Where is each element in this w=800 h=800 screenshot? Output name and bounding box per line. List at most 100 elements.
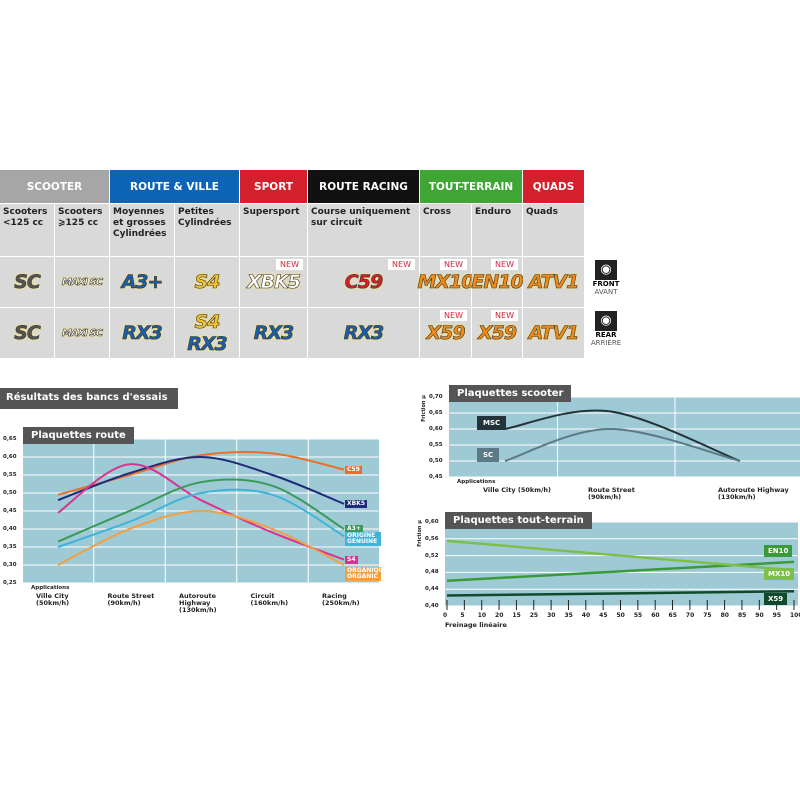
y-tick-label: 0,65 xyxy=(3,436,17,442)
x-axis-label: Applications xyxy=(457,479,496,485)
front-wheel-icon: ◉ xyxy=(595,260,617,280)
x-tick-label: 65 xyxy=(668,612,677,619)
x-tick-label: 45 xyxy=(599,612,608,619)
product-logo: MX10 xyxy=(417,271,475,294)
rear-product: S4 RX3 xyxy=(175,308,240,358)
y-tick-label: 0,44 xyxy=(425,586,439,593)
x-tick-label: 5 xyxy=(460,612,465,619)
y-tick-label: 0,60 xyxy=(429,426,443,432)
column-description: Scooters <125 cc xyxy=(0,204,55,256)
series-line-1 xyxy=(446,539,795,572)
new-badge: NEW xyxy=(440,310,467,321)
plot-area xyxy=(449,397,800,477)
category-header: ROUTE & VILLE xyxy=(110,170,239,203)
front-product: NEW XBK5 xyxy=(240,257,308,307)
new-badge: NEW xyxy=(440,259,467,270)
badge-label: REAR xyxy=(595,331,617,339)
product-logo: SC xyxy=(14,271,41,294)
series-label: X59 xyxy=(764,593,788,605)
x-tick-label: 30 xyxy=(547,612,556,619)
y-tick-label: 0,40 xyxy=(425,603,439,609)
series-line-5 xyxy=(57,509,345,566)
x-tick-label: 55 xyxy=(633,612,643,619)
y-axis-label: Friction µ xyxy=(420,395,427,422)
x-category-label: Ville City (50km/h) xyxy=(36,592,70,607)
rear-wheel-icon: ◉ xyxy=(595,311,617,331)
column-description: Quads xyxy=(523,204,585,256)
product-logo: S4 xyxy=(194,311,221,334)
x-axis-label: Freinage linéaire xyxy=(445,621,507,629)
y-tick-label: 0,52 xyxy=(425,552,439,559)
rear-product: RX3 xyxy=(240,308,308,358)
product-logo: RX3 xyxy=(343,322,384,345)
front-product: NEW MX10 xyxy=(417,257,475,307)
series-label: C59 xyxy=(345,465,362,474)
product-logo: X59 xyxy=(426,322,466,345)
y-tick-label: 0,65 xyxy=(429,410,443,416)
series-label: A3+ xyxy=(345,525,363,533)
front-product: SC xyxy=(0,257,55,307)
column-description: Scooters ⩾125 cc xyxy=(55,204,110,256)
product-logo: X59 xyxy=(477,322,518,345)
product-logo: EN10 xyxy=(471,271,524,294)
new-badge: NEW xyxy=(388,259,415,270)
y-tick-label: 0,55 xyxy=(429,442,443,448)
y-tick-label: 0,30 xyxy=(3,562,17,568)
front-product: ATV1 xyxy=(523,257,585,307)
front-product: A3+ xyxy=(110,257,175,307)
series-label: MX10 xyxy=(764,568,795,580)
rear-product: ATV1 xyxy=(523,308,585,358)
series-line-2 xyxy=(446,590,795,597)
new-badge: NEW xyxy=(491,310,518,321)
series-label: EN10 xyxy=(764,545,793,557)
x-tick-label: 70 xyxy=(685,612,695,619)
rear-product: RX3 xyxy=(308,308,420,358)
y-tick-label: 0,45 xyxy=(3,508,17,514)
new-badge: NEW xyxy=(276,259,303,270)
category-header: TOUT-TERRAIN xyxy=(420,170,522,203)
x-tick-label: 90 xyxy=(755,612,764,619)
chart-title: Plaquettes scooter xyxy=(449,385,572,402)
product-logo: ATV1 xyxy=(528,271,579,294)
series-line-3 xyxy=(57,478,345,543)
x-category-label: Racing (250km/h) xyxy=(322,592,360,607)
front-product: S4 xyxy=(175,257,240,307)
badge-label: FRONT xyxy=(592,280,620,288)
product-logo: A3+ xyxy=(121,271,163,294)
y-tick-label: 0,60 xyxy=(3,454,17,460)
y-tick-label: 0,50 xyxy=(429,458,443,464)
column-description: Petites Cylindrées xyxy=(175,204,240,256)
rear-product: RX3 xyxy=(110,308,175,358)
front-product: MAXI SC xyxy=(55,257,110,307)
rear-product: NEW X59 xyxy=(420,308,472,358)
front-wheel-badge: ◉ FRONT AVANT xyxy=(590,260,622,296)
badge-sublabel: AVANT xyxy=(594,288,618,296)
y-tick-label: 0,56 xyxy=(425,535,439,542)
product-logo: MAXI SC xyxy=(61,276,104,288)
series-line-1 xyxy=(504,427,741,462)
y-tick-label: 0,70 xyxy=(429,394,443,400)
category-header: QUADS xyxy=(523,170,584,203)
y-axis-label: Friction µ xyxy=(416,520,423,547)
rear-product: SC xyxy=(0,308,55,358)
product-logo: RX3 xyxy=(187,333,228,356)
x-tick-label: 100 xyxy=(790,612,800,619)
series-line-1 xyxy=(57,455,345,505)
column-description: Course uniquement sur circuit xyxy=(308,204,420,256)
category-header: SCOOTER xyxy=(0,170,109,203)
product-logo: RX3 xyxy=(122,322,163,345)
x-tick-label: 35 xyxy=(564,612,573,619)
product-logo: S4 xyxy=(194,271,221,294)
x-tick-label: 40 xyxy=(581,612,591,619)
product-logo: MAXI SC xyxy=(61,327,104,339)
new-badge: NEW xyxy=(491,259,518,270)
column-description: Supersport xyxy=(240,204,308,256)
front-product: NEW C59 xyxy=(308,257,420,307)
badge-sublabel: ARRIÈRE xyxy=(590,339,622,347)
column-description: Cross xyxy=(420,204,472,256)
product-logo: RX3 xyxy=(253,322,294,345)
x-category-label: Route Street (90km/h) xyxy=(588,486,635,501)
x-tick-label: 75 xyxy=(703,612,712,619)
product-logo: SC xyxy=(14,322,41,345)
